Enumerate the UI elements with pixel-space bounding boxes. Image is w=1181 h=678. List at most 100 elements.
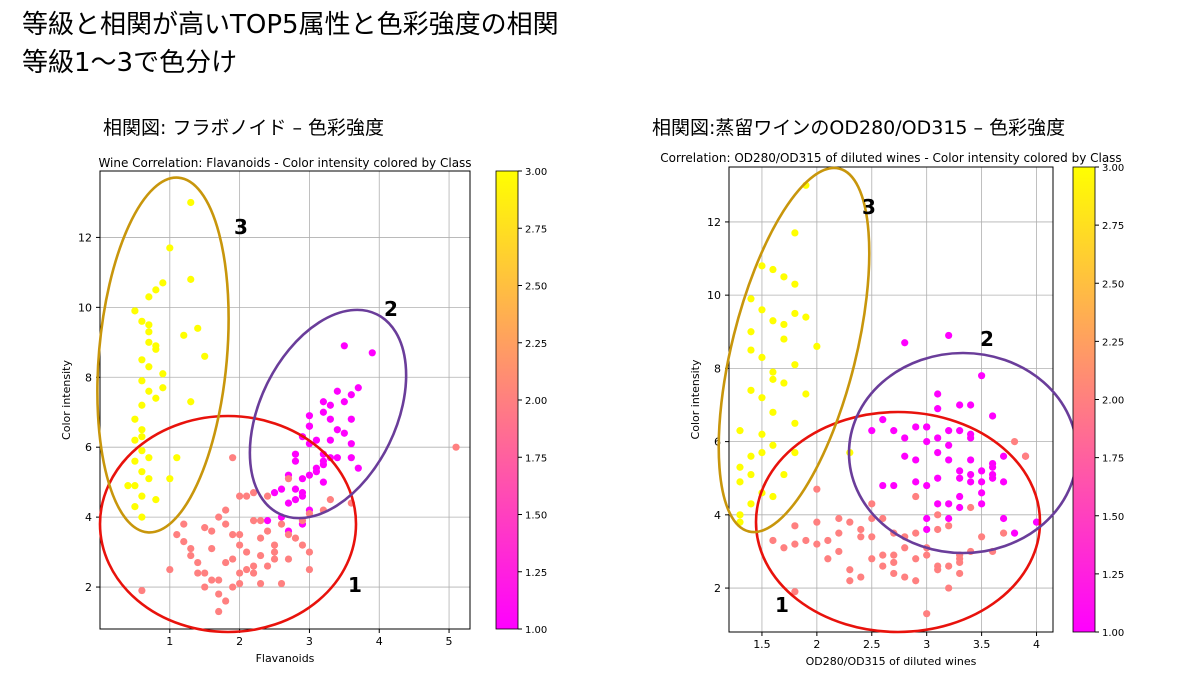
scatter-point-class-1 bbox=[319, 457, 327, 465]
y-axis-label: Color intensity bbox=[60, 360, 73, 440]
scatter-point-class-2 bbox=[912, 529, 920, 537]
scatter-point-class-2 bbox=[187, 551, 195, 560]
scatter-point-class-2 bbox=[835, 529, 843, 537]
scatter-point-class-3 bbox=[131, 436, 139, 444]
scatter-point-class-3 bbox=[173, 454, 181, 462]
cluster-ellipse-3 bbox=[96, 176, 230, 534]
scatter-point-class-1 bbox=[956, 492, 964, 501]
scatter-point-class-3 bbox=[769, 492, 777, 501]
scatter-point-class-2 bbox=[934, 562, 942, 570]
scatter-point-class-1 bbox=[326, 436, 334, 444]
scatter-point-class-3 bbox=[747, 452, 755, 460]
scatter-point-class-2 bbox=[813, 540, 821, 548]
scatter-point-class-2 bbox=[215, 576, 223, 584]
colorbar-tick-label: 3.00 bbox=[525, 167, 547, 178]
scatter-point-class-3 bbox=[780, 335, 788, 343]
scatter-point-class-1 bbox=[263, 517, 272, 525]
scatter-point-class-1 bbox=[912, 456, 920, 464]
scatter-point-class-1 bbox=[901, 452, 909, 460]
scatter-point-class-3 bbox=[138, 317, 146, 325]
scatter-point-class-3 bbox=[791, 309, 799, 318]
scatter-point-class-1 bbox=[319, 408, 327, 416]
scatter-point-class-3 bbox=[201, 352, 209, 360]
scatter-point-class-1 bbox=[923, 481, 931, 490]
x-tick-label: 3 bbox=[923, 638, 930, 651]
scatter-point-class-2 bbox=[249, 569, 258, 577]
scatter-point-class-2 bbox=[813, 485, 821, 493]
scatter-point-class-2 bbox=[256, 517, 265, 525]
scatter-point-class-1 bbox=[340, 398, 348, 406]
colorbar-tick-label: 1.75 bbox=[1102, 454, 1124, 465]
scatter-point-class-2 bbox=[780, 544, 788, 552]
scatter-point-class-1 bbox=[956, 474, 964, 482]
scatter-point-class-1 bbox=[347, 454, 355, 462]
scatter-point-class-2 bbox=[978, 533, 986, 541]
scatter-point-class-1 bbox=[305, 412, 314, 420]
scatter-point-class-2 bbox=[243, 565, 251, 574]
scatter-point-class-2 bbox=[270, 541, 279, 549]
scatter-point-class-3 bbox=[769, 408, 777, 416]
x-tick-label: 3.5 bbox=[973, 638, 991, 651]
scatter-point-class-3 bbox=[802, 390, 810, 398]
cluster-label-2: 2 bbox=[384, 297, 398, 321]
scatter-point-class-2 bbox=[208, 544, 216, 553]
scatter-point-class-2 bbox=[208, 527, 216, 535]
scatter-point-class-2 bbox=[215, 590, 223, 598]
scatter-point-class-2 bbox=[208, 576, 216, 584]
scatter-point-class-3 bbox=[187, 398, 195, 406]
scatter-point-class-2 bbox=[945, 522, 953, 530]
scatter-point-class-2 bbox=[912, 577, 920, 585]
scatter-point-class-3 bbox=[166, 244, 174, 252]
scatter-point-class-3 bbox=[736, 478, 744, 486]
scatter-point-class-3 bbox=[152, 394, 160, 402]
scatter-point-class-2 bbox=[236, 569, 244, 577]
scatter-point-class-2 bbox=[912, 555, 920, 563]
colorbar-tick-label: 1.00 bbox=[525, 625, 547, 636]
scatter-point-class-3 bbox=[152, 496, 160, 504]
scatter-point-class-2 bbox=[791, 522, 799, 530]
scatter-point-class-2 bbox=[263, 527, 272, 535]
scatter-point-class-3 bbox=[758, 448, 766, 457]
scatter-point-class-2 bbox=[945, 584, 953, 592]
scatter-point-class-1 bbox=[890, 427, 898, 435]
scatter-point-class-2 bbox=[1021, 452, 1030, 460]
scatter-point-class-2 bbox=[194, 569, 202, 577]
scatter-point-class-3 bbox=[791, 280, 799, 288]
scatter-point-class-1 bbox=[967, 478, 975, 486]
scatter-point-class-3 bbox=[145, 321, 153, 329]
scatter-point-class-1 bbox=[291, 457, 300, 465]
colorbar-tick-label: 2.50 bbox=[525, 282, 547, 293]
scatter-point-class-2 bbox=[222, 597, 230, 605]
scatter-point-class-2 bbox=[890, 551, 898, 559]
x-tick-label: 2.5 bbox=[863, 638, 881, 651]
scatter-point-class-3 bbox=[159, 370, 167, 378]
scatter-point-class-2 bbox=[256, 551, 265, 560]
scatter-point-class-2 bbox=[857, 525, 865, 534]
scatter-point-class-2 bbox=[934, 525, 942, 534]
scatter-point-class-1 bbox=[326, 415, 334, 423]
scatter-point-class-1 bbox=[347, 440, 355, 448]
plot-frame bbox=[99, 170, 471, 630]
scatter-point-class-2 bbox=[201, 569, 209, 577]
scatter-point-class-3 bbox=[138, 433, 146, 441]
slide-title-line2: 等級1～3で色分け bbox=[22, 48, 238, 78]
y-tick-label: 4 bbox=[85, 511, 92, 524]
scatter-point-class-3 bbox=[152, 342, 160, 350]
scatter-point-class-1 bbox=[879, 481, 887, 490]
cluster-label-1: 1 bbox=[775, 593, 789, 617]
scatter-point-class-1 bbox=[923, 514, 931, 523]
scatter-point-class-2 bbox=[243, 492, 251, 500]
scatter-point-class-2 bbox=[291, 534, 300, 542]
scatter-point-class-2 bbox=[270, 555, 279, 563]
scatter-point-class-2 bbox=[201, 583, 209, 591]
y-axis-label: Color intensity bbox=[689, 359, 702, 439]
scatter-point-class-1 bbox=[291, 496, 300, 504]
scatter-point-class-2 bbox=[824, 536, 832, 545]
scatter-point-class-2 bbox=[256, 534, 265, 542]
scatter-point-class-1 bbox=[999, 478, 1008, 486]
scatter-point-class-1 bbox=[934, 434, 942, 442]
scatter-point-class-3 bbox=[145, 454, 153, 462]
colorbar-tick-label: 2.50 bbox=[1102, 279, 1124, 290]
y-tick-label: 6 bbox=[85, 441, 92, 454]
